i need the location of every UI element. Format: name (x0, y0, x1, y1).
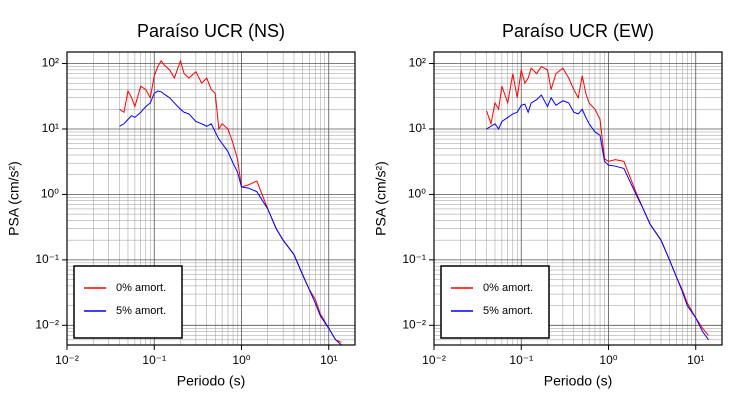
legend: 0% amort. 5% amort. (440, 265, 550, 339)
x-tick-label: 10⁰ (232, 353, 250, 367)
y-tick-label: 10⁰ (408, 187, 426, 201)
x-tick-label: 10⁻² (422, 353, 446, 367)
y-tick-label: 10⁻² (402, 317, 426, 331)
y-tick-label: 10⁻¹ (35, 252, 59, 266)
plot-frame (66, 51, 356, 346)
x-tick-label: 10⁻² (55, 353, 79, 367)
legend-box (73, 265, 183, 339)
legend-label: 0% amort. (116, 282, 166, 294)
y-tick-label: 10² (42, 56, 59, 70)
panel: 10⁻² 10⁻¹ 10⁰ 10¹ 10⁻² 10⁻¹ 10⁰ 10¹ 10² Paraíso U… (373, 21, 723, 389)
x-tick-label: 10⁰ (599, 353, 617, 367)
y-tick-label: 10¹ (409, 121, 426, 135)
legend-label: 0% amort. (483, 282, 533, 294)
chart-title: Paraíso UCR (EW) (502, 21, 654, 41)
x-axis-label: Periodo (s) (177, 373, 245, 389)
panel: 10⁻² 10⁻¹ 10⁰ 10¹ 10⁻² 10⁻¹ 10⁰ 10¹ 10² Paraíso U… (6, 21, 356, 389)
series-line (119, 90, 342, 345)
x-axis-label: Periodo (s) (544, 373, 612, 389)
legend: 0% amort. 5% amort. (73, 265, 183, 339)
y-tick-label: 10⁻¹ (402, 252, 426, 266)
y-tick-label: 10¹ (42, 121, 59, 135)
legend-label: 5% amort. (116, 305, 166, 317)
x-tick-label: 10⁻¹ (509, 353, 533, 367)
y-tick-label: 10² (409, 56, 426, 70)
series-line (486, 94, 709, 341)
y-tick-label: 10⁻² (35, 317, 59, 331)
x-tick-label: 10¹ (320, 353, 337, 367)
x-tick-label: 10⁻¹ (142, 353, 166, 367)
y-axis-label: PSA (cm/s²) (373, 161, 389, 236)
legend-label: 5% amort. (483, 305, 533, 317)
x-tick-label: 10¹ (687, 353, 704, 367)
y-axis-label: PSA (cm/s²) (6, 161, 22, 236)
chart-title: Paraíso UCR (NS) (137, 21, 285, 41)
plot-frame (433, 51, 723, 346)
legend-box (440, 265, 550, 339)
y-tick-label: 10⁰ (41, 187, 59, 201)
